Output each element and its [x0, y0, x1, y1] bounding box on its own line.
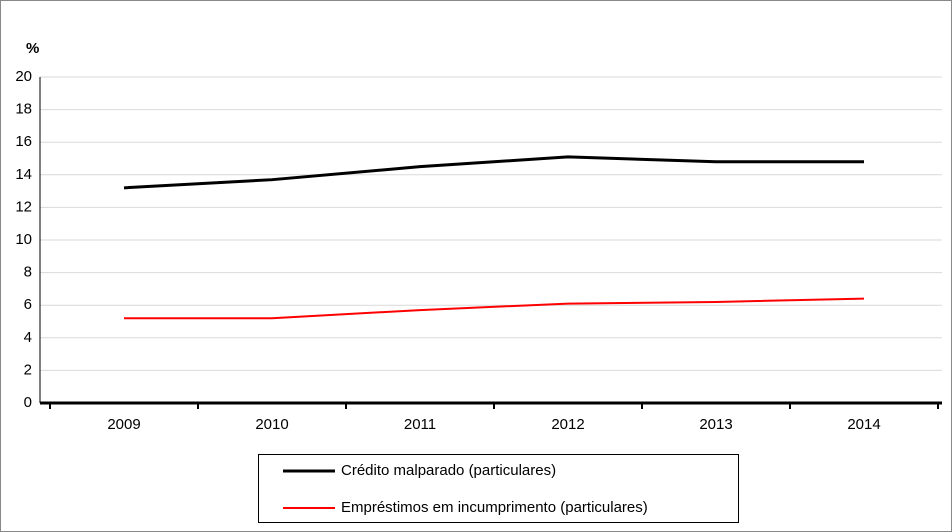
- y-tick-label: 16: [15, 133, 32, 150]
- y-tick-label: 4: [24, 329, 32, 346]
- y-tick-label: 0: [24, 394, 32, 411]
- y-tick-label: 10: [15, 231, 32, 248]
- legend-label: Empréstimos em incumprimento (particular…: [341, 499, 648, 516]
- y-tick-label: 12: [15, 198, 32, 215]
- y-tick-label: 20: [15, 68, 32, 85]
- x-tick-label: 2014: [847, 416, 880, 433]
- legend-label: Crédito malparado (particulares): [341, 462, 556, 479]
- y-tick-label: 14: [15, 166, 32, 183]
- x-tick-label: 2011: [404, 416, 436, 433]
- series-line: [123, 155, 864, 190]
- legend-box: [258, 454, 739, 523]
- y-tick-label: 6: [24, 296, 32, 313]
- y-tick-label: 2: [24, 361, 32, 378]
- series-line: [124, 297, 865, 320]
- x-tick-label: 2010: [255, 416, 288, 433]
- y-tick-label: 18: [15, 101, 32, 118]
- y-tick-label: 8: [24, 264, 32, 281]
- x-tick-label: 2012: [551, 416, 584, 433]
- y-axis-label: %: [26, 40, 39, 57]
- x-tick-label: 2013: [699, 416, 732, 433]
- x-tick-label: 2009: [107, 416, 140, 433]
